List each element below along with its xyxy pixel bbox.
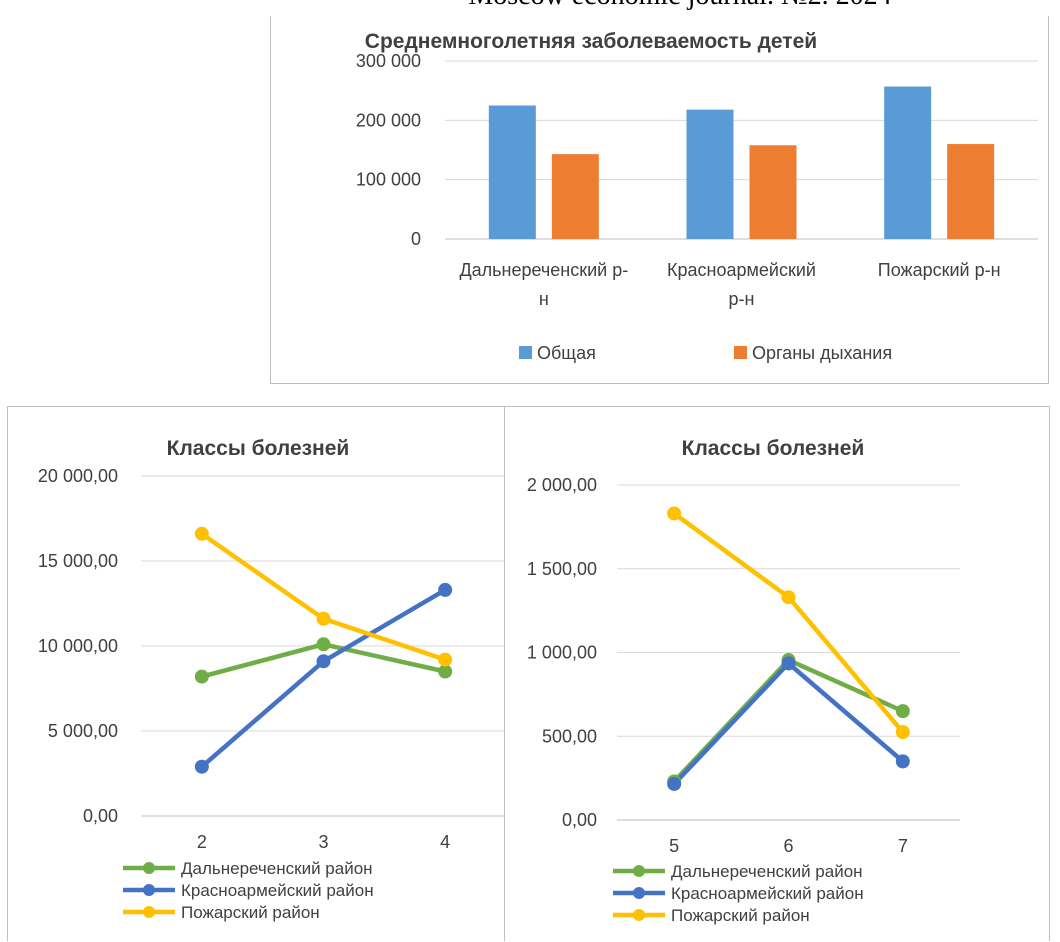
page-header-fragment: Moscow economic journal. №2. 2024 [330,0,1030,12]
legend-label: Дальнереченский район [181,859,373,878]
x-tick-label: Красноармейский [667,260,816,280]
data-point [194,526,209,541]
y-tick-label: 0 [411,229,421,249]
data-point [316,637,331,652]
legend-marker [633,865,645,877]
y-tick-label: 0,00 [562,810,597,830]
bar-respiratory-2 [749,145,797,239]
legend-marker [143,906,155,918]
legend-label: Дальнереченский район [671,862,863,881]
bar-total-1 [488,105,536,239]
y-tick-label: 10 000,00 [38,636,118,656]
data-point [895,725,910,740]
x-tick-label: н [539,289,549,309]
line-chart-panel-right: Классы болезней 0,00 500,00 1 000,00 1 500,0… [504,406,1050,941]
data-point [895,754,910,769]
data-point [438,652,453,667]
y-tick-label: 20 000,00 [38,466,118,486]
y-tick-label: 5 000,00 [48,721,118,741]
data-point [895,704,910,719]
bar-respiratory-3 [947,144,995,239]
y-tick-label: 300 000 [356,51,421,71]
y-tick-label: 200 000 [356,110,421,130]
x-tick-label: Дальнереченский р- [459,260,628,280]
x-tick-label: 2 [197,832,207,852]
legend-marker [143,884,155,896]
x-tick-label: 6 [783,836,793,856]
legend-label: Красноармейский район [671,884,864,903]
chart-title: Классы болезней [682,437,865,460]
data-point [316,611,331,626]
bar-total-2 [686,109,734,239]
legend-marker [633,909,645,921]
chart-title: Классы болезней [167,437,350,460]
data-point [781,656,796,671]
data-point [194,759,209,774]
y-tick-label: 2 000,00 [527,475,597,495]
data-point [438,582,453,597]
x-tick-label: 4 [440,832,450,852]
data-point [667,776,682,791]
y-tick-label: 15 000,00 [38,551,118,571]
bar-chart: Среднемноголетняя заболеваемость детей 0 1… [356,30,1038,363]
x-tick-label: р-н [729,289,755,309]
data-point [316,654,331,669]
bar-respiratory-1 [551,154,599,239]
data-point [667,506,682,521]
x-tick-label: 5 [669,836,679,856]
line-chart-panel-left: Классы болезней 0,00 5 000,00 10 000,00 15 0… [7,406,506,941]
legend-label: Органы дыхания [752,343,892,363]
legend-marker [633,887,645,899]
bar-chart-panel: Среднемноголетняя заболеваемость детей 0 1… [270,16,1049,384]
series-line-2 [671,661,906,787]
data-point [438,664,453,679]
line-chart-left: Классы болезней 0,00 5 000,00 10 000,00 15 0… [38,437,506,922]
y-tick-label: 1 500,00 [527,559,597,579]
legend-label: Красноармейский район [181,881,374,900]
y-tick-label: 1 000,00 [527,643,597,663]
legend-label: Пожарский район [671,906,810,925]
x-tick-label: 7 [898,836,908,856]
line-chart-right: Классы болезней 0,00 500,00 1 000,00 1 500,0… [527,437,960,925]
x-tick-label: 3 [318,832,328,852]
data-point [194,669,209,684]
series-line-3 [671,511,906,735]
legend-label: Общая [537,343,596,363]
data-point [781,590,796,605]
y-tick-label: 100 000 [356,170,421,190]
legend-swatch [519,346,532,359]
x-tick-label: Пожарский р-н [878,260,1001,280]
series-line-1 [671,657,906,784]
y-tick-label: 500,00 [542,726,597,746]
legend-marker [143,862,155,874]
chart-title: Среднемноголетняя заболеваемость детей [365,30,817,53]
legend-swatch [734,346,747,359]
legend-label: Пожарский район [181,903,320,922]
y-tick-label: 0,00 [83,806,118,826]
bar-total-3 [884,86,932,239]
